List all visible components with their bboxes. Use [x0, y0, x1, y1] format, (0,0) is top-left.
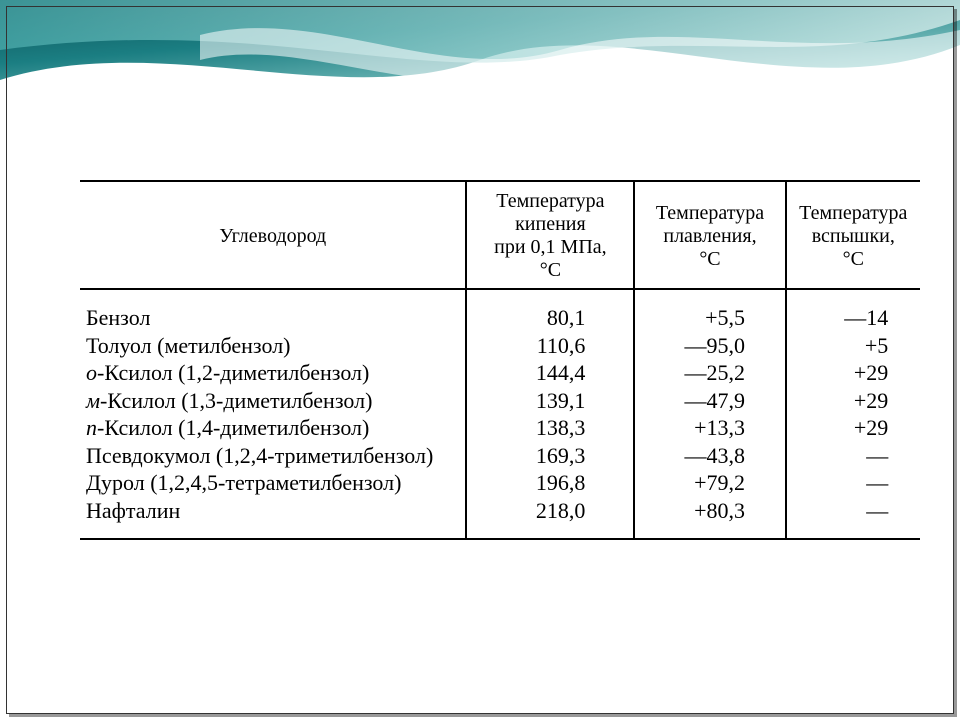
cell-name: Нафталин [80, 497, 466, 540]
cell-boil: 110,6 [466, 332, 634, 360]
cell-flash: — [786, 442, 920, 470]
hydrocarbon-properties-table: Углеводород Температуракипенияпри 0,1 МП… [80, 180, 920, 540]
cell-flash: — [786, 497, 920, 540]
col-melting: Температураплавления,°С [634, 181, 785, 289]
cell-melt: +13,3 [634, 414, 785, 442]
cell-name: м-Ксилол (1,3-диметилбензол) [80, 387, 466, 415]
cell-melt: +79,2 [634, 469, 785, 497]
cell-boil: 144,4 [466, 359, 634, 387]
cell-melt: —43,8 [634, 442, 785, 470]
cell-melt: —47,9 [634, 387, 785, 415]
cell-boil: 218,0 [466, 497, 634, 540]
table-row: о-Ксилол (1,2-диметилбензол)144,4—25,2+2… [80, 359, 920, 387]
cell-name: п-Ксилол (1,4-диметилбензол) [80, 414, 466, 442]
table-row: Дурол (1,2,4,5-тетраметилбензол)196,8+79… [80, 469, 920, 497]
table-row: п-Ксилол (1,4-диметилбензол)138,3+13,3+2… [80, 414, 920, 442]
table-row: Псевдокумол (1,2,4-триметилбензол)169,3—… [80, 442, 920, 470]
cell-flash: — [786, 469, 920, 497]
cell-flash: +29 [786, 387, 920, 415]
cell-flash: —14 [786, 289, 920, 332]
decorative-wave [0, 0, 960, 140]
cell-name: о-Ксилол (1,2-диметилбензол) [80, 359, 466, 387]
table-row: Толуол (метилбензол)110,6—95,0+5 [80, 332, 920, 360]
cell-boil: 80,1 [466, 289, 634, 332]
cell-flash: +5 [786, 332, 920, 360]
table-row: Бензол80,1+5,5—14 [80, 289, 920, 332]
col-boiling: Температуракипенияпри 0,1 МПа,°С [466, 181, 634, 289]
cell-name: Псевдокумол (1,2,4-триметилбензол) [80, 442, 466, 470]
col-hydrocarbon: Углеводород [80, 181, 466, 289]
cell-melt: —25,2 [634, 359, 785, 387]
cell-boil: 138,3 [466, 414, 634, 442]
cell-boil: 169,3 [466, 442, 634, 470]
cell-name: Бензол [80, 289, 466, 332]
table-row: Нафталин218,0+80,3— [80, 497, 920, 540]
cell-name: Дурол (1,2,4,5-тетраметилбензол) [80, 469, 466, 497]
cell-flash: +29 [786, 359, 920, 387]
cell-melt: —95,0 [634, 332, 785, 360]
cell-flash: +29 [786, 414, 920, 442]
cell-name: Толуол (метилбензол) [80, 332, 466, 360]
cell-boil: 196,8 [466, 469, 634, 497]
col-flash: Температуравспышки,°С [786, 181, 920, 289]
table-row: м-Ксилол (1,3-диметилбензол)139,1—47,9+2… [80, 387, 920, 415]
cell-melt: +5,5 [634, 289, 785, 332]
cell-melt: +80,3 [634, 497, 785, 540]
cell-boil: 139,1 [466, 387, 634, 415]
